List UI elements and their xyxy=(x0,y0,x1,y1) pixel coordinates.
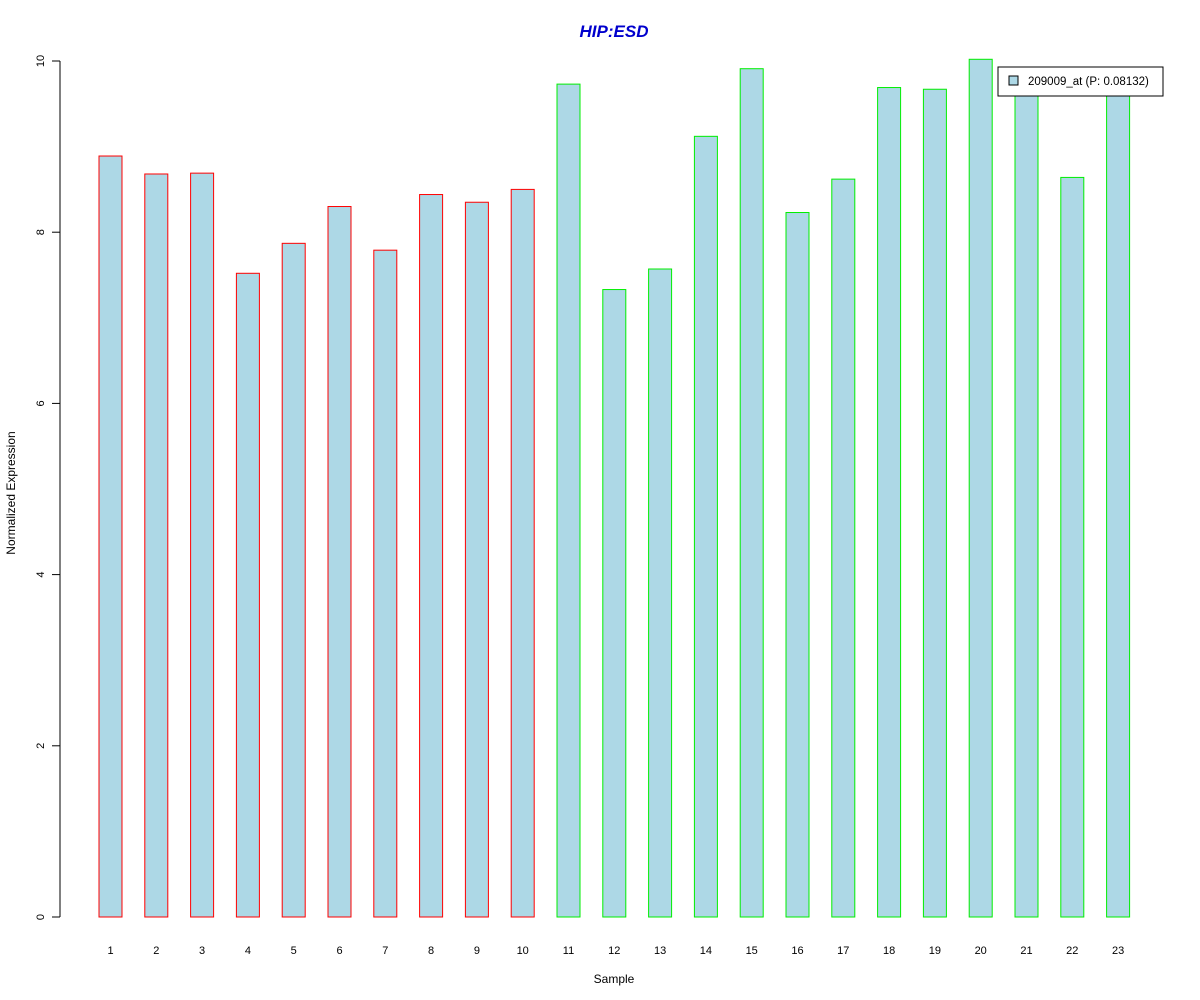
x-tick-label: 15 xyxy=(746,945,758,957)
bar-sample-18 xyxy=(877,87,902,918)
bar-sample-22 xyxy=(1060,176,1085,918)
y-tick-label: 0 xyxy=(35,914,47,920)
x-tick-label: 18 xyxy=(883,945,895,957)
bar-sample-4 xyxy=(235,272,260,918)
x-tick-label: 10 xyxy=(517,945,529,957)
x-tick-label: 12 xyxy=(608,945,620,957)
bar-sample-11 xyxy=(556,83,581,918)
legend-label: 209009_at (P: 0.08132) xyxy=(1028,76,1149,88)
bar-sample-14 xyxy=(693,135,718,918)
bar-sample-10 xyxy=(510,188,535,918)
x-tick-label: 14 xyxy=(700,945,712,957)
legend-swatch xyxy=(1008,75,1019,86)
bar-sample-13 xyxy=(648,268,673,918)
x-tick-label: 6 xyxy=(336,945,342,957)
x-tick-label: 3 xyxy=(199,945,205,957)
x-tick-label: 23 xyxy=(1112,945,1124,957)
bar-sample-23 xyxy=(1106,90,1131,918)
x-tick-label: 1 xyxy=(107,945,113,957)
y-tick-label: 8 xyxy=(35,229,47,235)
x-tick-label: 21 xyxy=(1020,945,1032,957)
bar-sample-9 xyxy=(464,201,489,918)
x-tick-label: 17 xyxy=(837,945,849,957)
y-tick-label: 4 xyxy=(35,572,47,578)
bar-sample-8 xyxy=(419,194,444,918)
x-tick-label: 22 xyxy=(1066,945,1078,957)
x-axis-label: Sample xyxy=(594,972,635,986)
x-tick-label: 9 xyxy=(474,945,480,957)
x-tick-label: 16 xyxy=(791,945,803,957)
x-tick-label: 5 xyxy=(291,945,297,957)
chart-title: HIP:ESD xyxy=(580,22,649,41)
y-tick-label: 10 xyxy=(35,55,47,67)
y-axis: 0 2 4 6 8 10 xyxy=(35,55,61,920)
y-tick-label: 2 xyxy=(35,743,47,749)
bar-sample-5 xyxy=(281,242,306,918)
x-tick-label: 13 xyxy=(654,945,666,957)
bar-sample-6 xyxy=(327,206,352,918)
bar-sample-21 xyxy=(1014,94,1039,918)
x-tick-label: 20 xyxy=(975,945,987,957)
bar-sample-16 xyxy=(785,212,810,918)
legend-box xyxy=(997,66,1164,97)
x-tick-label: 8 xyxy=(428,945,434,957)
legend: 209009_at (P: 0.08132) xyxy=(997,66,1164,97)
bar-sample-12 xyxy=(602,289,627,918)
x-tick-label: 19 xyxy=(929,945,941,957)
bar-sample-2 xyxy=(144,173,169,918)
bar-sample-3 xyxy=(190,172,215,918)
bar-sample-17 xyxy=(831,178,856,918)
x-tick-labels: 1 2 3 4 5 6 7 8 9 10 11 12 13 14 15 16 17 18 19 20 21 22 23 xyxy=(107,945,1124,957)
x-tick-label: 7 xyxy=(382,945,388,957)
x-tick-label: 2 xyxy=(153,945,159,957)
x-tick-label: 11 xyxy=(563,945,574,957)
bar-sample-19 xyxy=(922,88,947,918)
bar-sample-7 xyxy=(373,249,398,918)
bar-sample-20 xyxy=(968,58,993,918)
bar-sample-1 xyxy=(98,155,123,918)
x-tick-label: 4 xyxy=(245,945,251,957)
y-axis-label: Normalized Expression xyxy=(4,431,18,554)
y-tick-label: 6 xyxy=(35,400,47,406)
bars-group xyxy=(98,58,1131,918)
bar-sample-15 xyxy=(739,68,764,918)
